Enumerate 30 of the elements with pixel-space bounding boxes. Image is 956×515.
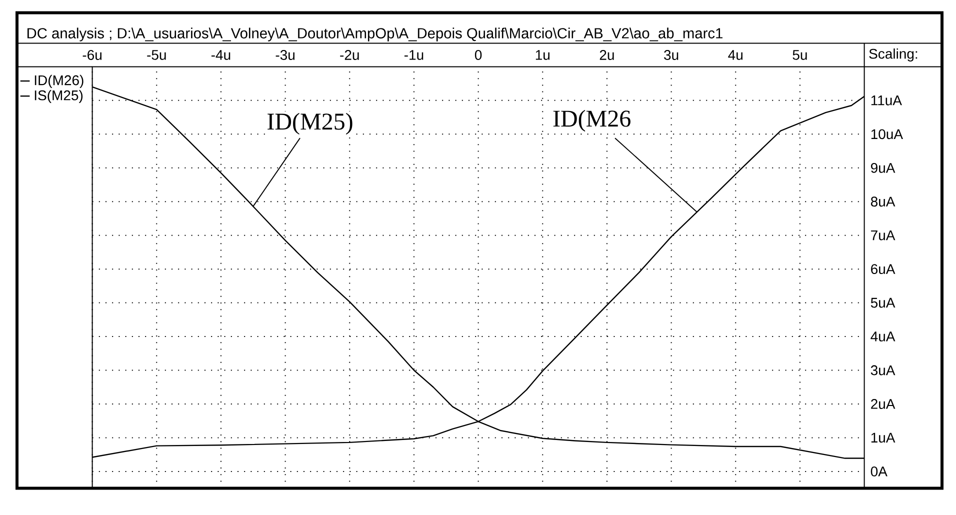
x-tick-label: 4u [728,50,742,60]
x-tick-label: 0 [474,50,482,60]
y-tick-label: 10uA [871,129,903,140]
x-tick-label: 1u [536,50,550,60]
y-tick-label: 8uA [870,196,896,207]
annotation: ID(M25) [268,112,352,135]
y-tick-label: 3uA [870,365,896,376]
y-tick-label: 6uA [871,264,896,274]
legend-label: IS(M25) [34,90,83,104]
y-tick-label: 0A [870,466,888,476]
y-tick-label: 5uA [870,298,896,308]
x-tick-label: -6u [82,50,102,60]
x-tick-label: 5u [792,50,807,60]
x-tick-label: -2u [340,50,359,60]
x-tick-label: -3u [276,50,294,60]
y-tick-label: 4uA [870,332,896,342]
y-axis-title: Scaling: [869,48,918,62]
x-tick-label: 3u [664,50,678,60]
legend-label: ID(M26) [34,74,84,88]
x-tick-label: -4u [211,50,230,60]
y-tick-label: 1uA [871,432,896,443]
y-tick-label: 2uA [871,399,896,409]
chart-title: DC analysis ; D:\A_usuarios\A_Volney\A_Doutor\AmpOp\A_Depois Qualif\Marcio\Cir_AB_V2\ao_ab_marc1 [27,28,722,42]
x-tick-label: 2u [600,50,614,60]
x-tick-label: -5u [147,50,166,60]
x-tick-label: -1u [404,50,424,60]
y-tick-label: 11uA [871,96,902,106]
annotation: ID(M26 [553,110,630,132]
y-tick-label: 9uA [870,162,896,173]
y-tick-label: 7uA [871,230,896,240]
